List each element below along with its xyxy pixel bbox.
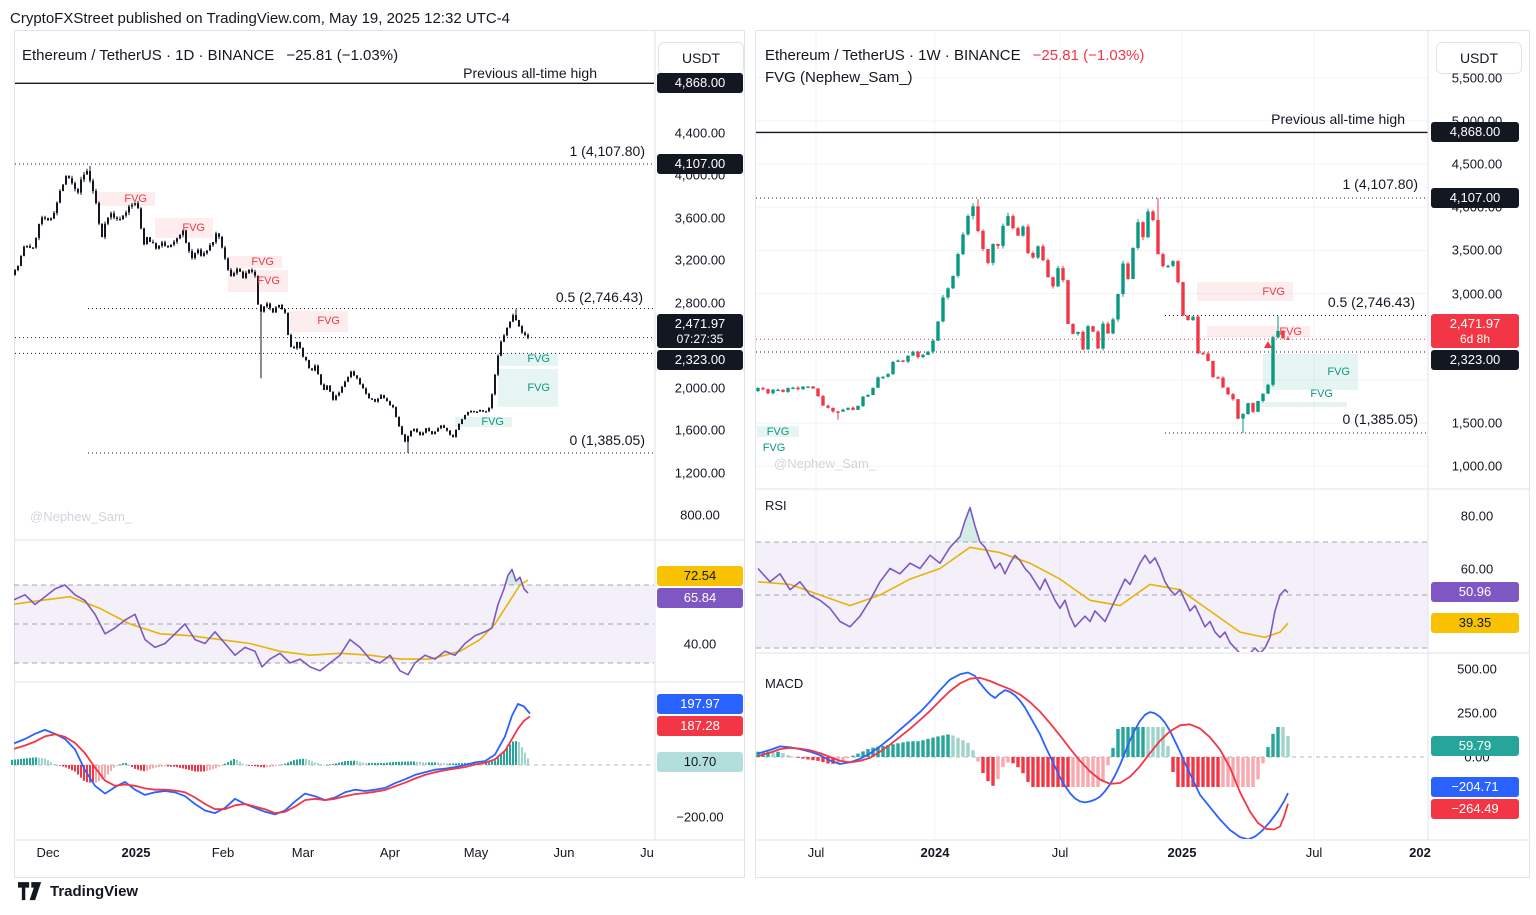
left-price-lines xyxy=(15,82,654,454)
tradingview-logo-icon xyxy=(18,882,42,901)
right-fvg-zone xyxy=(1247,402,1347,407)
left-chart-panel xyxy=(14,30,745,878)
right-price-lines xyxy=(756,131,1428,434)
right-fvg-zone xyxy=(1197,282,1293,301)
tradingview-brand-label: TradingView xyxy=(50,883,139,900)
left-fvg-zone xyxy=(228,256,282,268)
left-rsi-pane xyxy=(14,568,654,676)
right-fvg-zone xyxy=(1263,354,1358,390)
right-gridlines xyxy=(756,31,1428,839)
left-fvg-zone xyxy=(498,353,558,366)
right-fvg-zone xyxy=(1207,326,1310,337)
left-candlestick-series[interactable] xyxy=(11,165,529,453)
left-fvg-zone xyxy=(290,311,348,332)
left-fvg-zone xyxy=(155,218,213,238)
left-fvg-zones xyxy=(95,192,558,427)
left-fvg-zone xyxy=(455,417,512,427)
left-currency-button[interactable]: USDT xyxy=(658,42,744,74)
right-currency-button[interactable]: USDT xyxy=(1436,42,1522,74)
right-fvg-arrow-marker xyxy=(1264,341,1272,348)
pane-separators xyxy=(14,31,1530,841)
left-macd-pane xyxy=(11,703,654,816)
right-macd-pane xyxy=(756,671,1428,839)
tradingview-logo-link[interactable]: TradingView xyxy=(18,882,138,901)
left-fvg-zone xyxy=(498,368,558,407)
right-rsi-pane xyxy=(756,506,1428,652)
left-fvg-zone xyxy=(95,192,155,206)
right-candlestick-series[interactable] xyxy=(756,198,1290,433)
right-fvg-zones xyxy=(757,282,1358,437)
right-fvg-zone xyxy=(757,426,799,437)
